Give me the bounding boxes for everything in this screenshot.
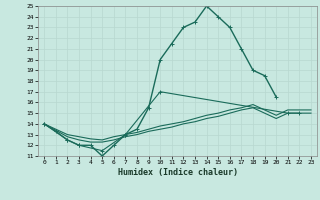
X-axis label: Humidex (Indice chaleur): Humidex (Indice chaleur) (118, 168, 238, 177)
